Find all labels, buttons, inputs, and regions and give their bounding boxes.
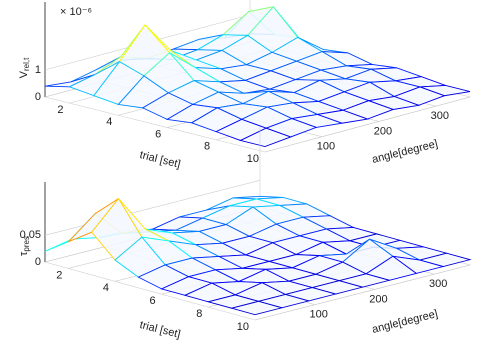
z-label-sub: pres bbox=[22, 236, 31, 252]
x-tick-label: 10 bbox=[237, 321, 249, 333]
z-scale-label: × 10⁻⁶ bbox=[60, 6, 92, 18]
x-tick-label: 6 bbox=[150, 295, 156, 307]
z-tick-label: 0 bbox=[35, 91, 41, 103]
z-tick-label: 0 bbox=[35, 256, 41, 268]
z-grid-line bbox=[44, 180, 261, 236]
mesh-cell bbox=[239, 127, 292, 148]
y-tick-label: 300 bbox=[431, 110, 449, 122]
z-tick-label: 0.05 bbox=[20, 229, 41, 241]
y-axis-label: angle[degree] bbox=[371, 138, 439, 166]
x-tick-label: 2 bbox=[56, 269, 62, 281]
x-tick-label: 6 bbox=[155, 128, 161, 140]
x-tick-label: 4 bbox=[103, 282, 109, 294]
x-axis-label: trial [set] bbox=[138, 319, 181, 341]
z-label-main: τ bbox=[18, 251, 30, 256]
x-tick-label: 2 bbox=[57, 104, 63, 116]
y-tick-label: 300 bbox=[429, 278, 447, 290]
y-tick-label: 200 bbox=[374, 125, 392, 137]
x-tick-label: 10 bbox=[247, 153, 259, 165]
x-axis-label: trial [set] bbox=[138, 149, 181, 171]
x-tick-label: 8 bbox=[204, 141, 210, 153]
y-axis-label: angle[degree] bbox=[371, 308, 439, 336]
mesh-cell bbox=[229, 300, 284, 316]
y-tick-label: 100 bbox=[310, 309, 328, 321]
x-tick-label: 8 bbox=[196, 308, 202, 320]
y-tick-label: 200 bbox=[369, 293, 387, 305]
y-tick-label: 100 bbox=[317, 141, 335, 153]
z-axis-label: τpres bbox=[18, 236, 31, 256]
x-tick-label: 4 bbox=[106, 116, 112, 128]
surface-plot: 0 1 2 4 6 8 10 100 200 300 trial [set] angle[degree… bbox=[35, 0, 472, 171]
surface-plot: 0 0.05 2 4 6 8 10 100 200 300 trial [set] angle[deg… bbox=[20, 127, 472, 341]
z-label-main: V bbox=[18, 70, 30, 78]
z-tick-label: 1 bbox=[35, 64, 41, 76]
z-axis-label: Vrel,t bbox=[18, 57, 31, 78]
z-label-sub: rel,t bbox=[22, 57, 31, 71]
